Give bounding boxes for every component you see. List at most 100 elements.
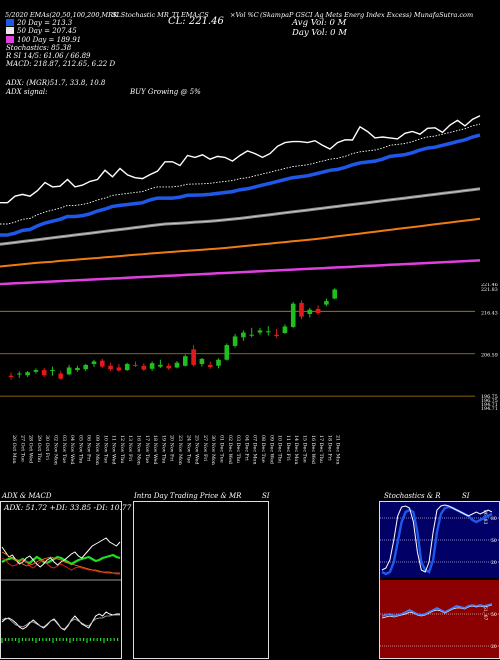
date-tick-label: 02 Dec Wed bbox=[227, 435, 233, 464]
adx-signal-line bbox=[1, 551, 120, 574]
macd-lines bbox=[1, 611, 120, 643]
price-tick-label: 194.71 bbox=[481, 402, 498, 408]
candlestick-chart: 221.46221.83216.43206.59196.75196.75194.… bbox=[0, 283, 498, 465]
date-tick-label: 04 Nov Wed bbox=[69, 435, 75, 464]
candle-up bbox=[266, 331, 271, 333]
date-tick-label: 02 Nov Mon bbox=[53, 435, 59, 465]
date-tick-label: 09 Dec Wed bbox=[268, 435, 274, 464]
candle-up bbox=[25, 372, 30, 376]
candle-down bbox=[133, 364, 138, 366]
header-sl-text: SLStochastic MR bbox=[112, 11, 169, 19]
ema-100-swatch bbox=[6, 35, 14, 43]
candle-down bbox=[8, 375, 14, 377]
price-tick-label: 196.75 bbox=[481, 394, 498, 400]
date-tick-label: 04 Dec Fri bbox=[243, 435, 249, 461]
intraday-title: Intra Day Trading Price & MR bbox=[134, 492, 242, 500]
candle-up bbox=[124, 364, 130, 371]
ema-50-swatch bbox=[6, 27, 14, 35]
candle-down bbox=[116, 367, 122, 371]
macd-line bbox=[1, 611, 120, 631]
price-tick-label: 221.46 bbox=[481, 283, 498, 288]
adx-macd-panel: ADX: 51.72 +DI: 33.85 -DI: 10.77 bbox=[0, 501, 131, 659]
date-tick-label: 25 Nov Wed bbox=[194, 435, 200, 464]
stoch-lines bbox=[381, 504, 493, 576]
candle-down bbox=[141, 365, 147, 370]
date-tick-label: 10 Dec Thu bbox=[277, 435, 283, 463]
stoch-title: Stochastics & R bbox=[384, 492, 441, 500]
candle-down bbox=[207, 364, 213, 368]
candle-up bbox=[66, 367, 72, 375]
candle-up bbox=[91, 361, 97, 365]
candle-down bbox=[108, 365, 113, 370]
ema-100-stat: 100 Day = 189.91 bbox=[6, 35, 115, 44]
candle-up bbox=[224, 345, 230, 360]
adx-readout: ADX: 51.72 +DI: 33.85 -DI: 10.77 bbox=[4, 503, 132, 512]
candle-up bbox=[282, 326, 288, 333]
intraday-si: SI bbox=[262, 492, 270, 500]
rsi-level-label: 20 bbox=[491, 644, 497, 650]
date-tick-label: 24 Nov Tue bbox=[185, 435, 191, 463]
date-tick-label: 30 Nov Mon bbox=[210, 435, 216, 465]
stoch-level-label: 50 bbox=[491, 538, 497, 544]
date-tick-label: 11 Dec Fri bbox=[285, 435, 291, 461]
ema-stats-block: 20 Day = 213.3 50 Day = 207.45 100 Day =… bbox=[6, 19, 115, 69]
header-close-price: CL: 221.46 bbox=[168, 16, 224, 27]
date-tick-label: 27 Oct Tue bbox=[19, 435, 25, 462]
adx-minus-di-line bbox=[1, 557, 120, 575]
date-tick-label: 20 Nov Fri bbox=[169, 435, 175, 462]
adx-signal-value: BUY Growing @ 5% bbox=[130, 88, 201, 96]
candle-up bbox=[290, 303, 296, 327]
date-tick-label: 15 Dec Tue bbox=[302, 435, 308, 463]
date-tick-label: 17 Dec Thu bbox=[318, 435, 324, 463]
stoch-d-line bbox=[381, 504, 493, 573]
stoch-si: SI bbox=[462, 492, 470, 500]
candle-up bbox=[174, 362, 180, 368]
ema-20-stat: 20 Day = 213.3 bbox=[6, 19, 115, 27]
date-tick-label: 14 Dec Mon bbox=[293, 435, 299, 464]
candle-up bbox=[324, 301, 329, 305]
price-tick-label: 194.71 bbox=[481, 406, 498, 412]
ema20-line bbox=[0, 133, 481, 237]
date-tick-label: 16 Dec Wed bbox=[310, 435, 316, 464]
candle-down bbox=[315, 308, 321, 314]
candle-up bbox=[17, 373, 22, 375]
header-desc: (SkampaP GSCI Ag Mets Energ Index Excess… bbox=[260, 11, 474, 19]
ema-50-stat: 50 Day = 207.45 bbox=[6, 27, 115, 35]
date-tick-label: 06 Nov Fri bbox=[86, 435, 92, 462]
candle-up bbox=[33, 370, 39, 372]
candles bbox=[8, 288, 337, 380]
date-axis: 26 Oct Mon 27 Oct Tue 28 Oct Wed 29 Oct Thu… bbox=[11, 435, 341, 465]
date-tick-label: 01 Dec Tue bbox=[219, 435, 225, 463]
date-tick-label: 09 Nov Mon bbox=[94, 435, 100, 465]
date-tick-label: 17 Nov Tue bbox=[144, 435, 150, 463]
candle-down bbox=[274, 334, 279, 337]
ema-chart bbox=[0, 115, 481, 285]
adx-line: ADX: (MGR)51.7, 33.8, 10.8 bbox=[6, 79, 106, 87]
rsi-line bbox=[381, 603, 493, 617]
candle-up bbox=[257, 330, 263, 333]
header-left-text: 5/2020 EMAs(20,50,100,200,MRK bbox=[5, 11, 118, 19]
date-tick-label: 05 Nov Thu bbox=[77, 435, 83, 463]
ema-20-label: 20 Day = 213.3 bbox=[17, 19, 73, 27]
rsi-bg bbox=[380, 580, 499, 658]
price-hlines bbox=[0, 310, 475, 397]
candle-down bbox=[100, 360, 105, 367]
date-tick-label: 30 Oct Fri bbox=[44, 435, 50, 460]
close-line bbox=[0, 115, 481, 204]
header-ti-text: TI EMA:CS bbox=[172, 11, 209, 19]
candle-up bbox=[232, 336, 238, 346]
stochastics-stat: Stochastics: 85.38 bbox=[6, 43, 72, 52]
candle-up bbox=[241, 332, 246, 338]
date-tick-label: 29 Oct Thu bbox=[36, 435, 42, 462]
stoch-bg bbox=[380, 502, 499, 578]
candle-down bbox=[166, 365, 171, 369]
adx-macd-svg bbox=[1, 537, 121, 643]
ema50-line bbox=[0, 188, 481, 245]
date-tick-label: 08 Dec Tue bbox=[260, 435, 266, 463]
ema-lines bbox=[0, 115, 481, 285]
header-day-vol: Day Vol: 0 M bbox=[292, 28, 347, 38]
date-tick-label: 23 Nov Mon bbox=[177, 435, 183, 465]
rsi-stat: R SI 14/5: 61.06 / 66.89 bbox=[6, 52, 91, 61]
candle-up bbox=[50, 370, 55, 372]
